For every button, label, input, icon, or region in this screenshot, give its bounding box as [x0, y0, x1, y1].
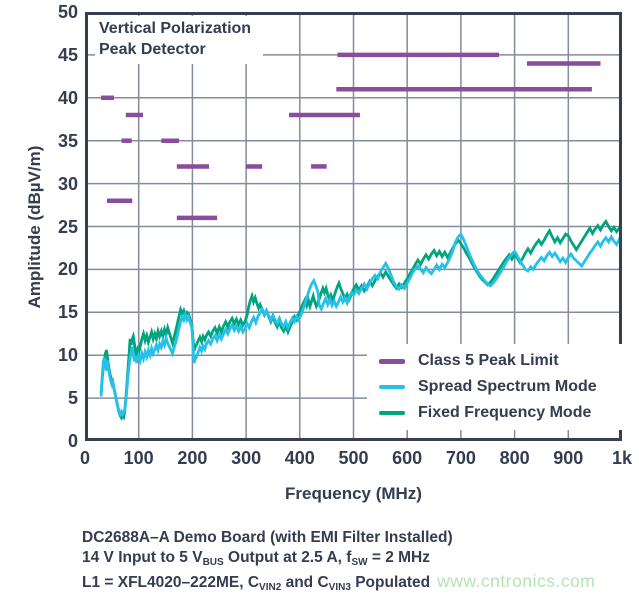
- watermark: www.cntronics.com: [437, 571, 596, 591]
- x-tick-label: 1k: [611, 448, 633, 468]
- x-tick-label: 200: [177, 448, 208, 468]
- legend-row: Spread Spectrum Mode: [379, 374, 631, 400]
- caption-line: DC2688A–A Demo Board (with EMI Filter In…: [82, 529, 453, 546]
- legend-swatch-icon: [379, 385, 405, 389]
- legend-swatch-icon: [379, 358, 405, 364]
- legend-label: Fixed Frequency Mode: [418, 404, 592, 421]
- y-tick-label: 15: [57, 302, 78, 323]
- fixed-frequency-mode-trace: [99, 218, 622, 421]
- y-tick-label: 30: [57, 173, 78, 194]
- y-tick-label: 45: [57, 44, 78, 65]
- x-axis-title: Frequency (MHz): [285, 484, 422, 503]
- x-tick-label: 100: [123, 448, 154, 468]
- legend: Class 5 Peak Limit Spread Spectrum Mode Fi…: [367, 344, 631, 430]
- legend-label: Class 5 Peak Limit: [418, 352, 559, 369]
- y-tick-label: 10: [57, 345, 78, 366]
- x-tick-label: 600: [392, 448, 423, 468]
- x-tick-label: 400: [284, 448, 315, 468]
- annotation-line2: Peak Detector: [99, 41, 206, 58]
- y-tick-label: 35: [57, 130, 78, 151]
- legend-row: Class 5 Peak Limit: [379, 348, 631, 374]
- caption: DC2688A–A Demo Board (with EMI Filter In…: [82, 528, 595, 598]
- plot-area: Vertical Polarization Peak Detector Clas…: [85, 12, 631, 441]
- plot-border: [85, 12, 622, 441]
- x-tick-label: 800: [499, 448, 530, 468]
- y-tick-label: 20: [57, 259, 78, 280]
- x-tick-label: 300: [231, 448, 262, 468]
- y-tick-label: 5: [67, 388, 78, 409]
- caption-line: 14 V Input to 5 VBUS Output at 2.5 A, fS…: [82, 548, 430, 568]
- y-tick-label: 40: [57, 87, 78, 108]
- chart-canvas: [85, 12, 622, 441]
- legend-row: Fixed Frequency Mode: [379, 400, 631, 426]
- x-tick-label: 500: [338, 448, 369, 468]
- annotation-line1: Vertical Polarization: [99, 20, 252, 37]
- x-tick-label: 0: [79, 448, 90, 468]
- x-tick-label: 700: [445, 448, 476, 468]
- x-tick-label: 900: [553, 448, 584, 468]
- spread-spectrum-mode-trace: [99, 231, 622, 418]
- y-tick-label: 25: [57, 216, 78, 237]
- y-tick-label: 0: [67, 431, 78, 451]
- caption-line: L1 = XFL4020–222ME, CVIN2 and CVIN3 Popu…: [82, 571, 596, 593]
- y-tick-label: 50: [57, 2, 78, 22]
- legend-label: Spread Spectrum Mode: [418, 378, 597, 395]
- plot-annotation: Vertical Polarization Peak Detector: [95, 16, 264, 64]
- legend-swatch-icon: [379, 411, 405, 415]
